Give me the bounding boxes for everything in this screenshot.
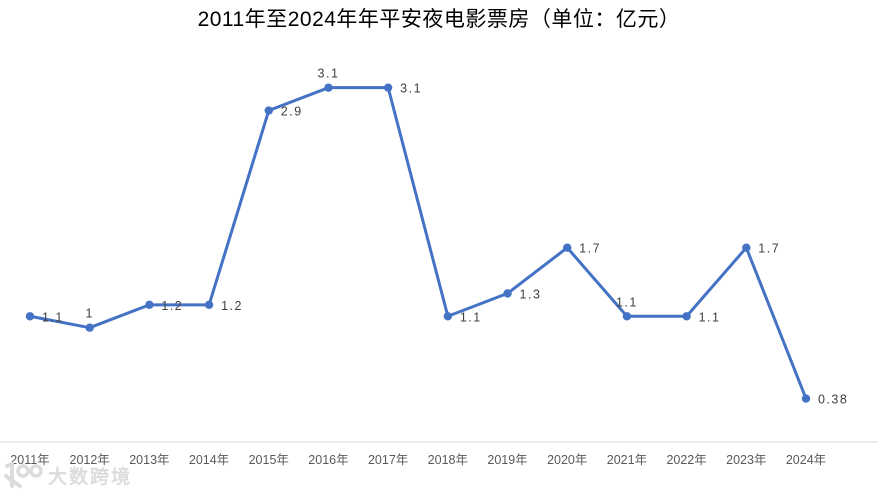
x-axis-label: 2019年 <box>487 453 527 467</box>
x-axis-label: 2023年 <box>726 453 766 467</box>
x-axis-label: 2020年 <box>547 453 587 467</box>
x-axis-label: 2017年 <box>368 453 408 467</box>
data-point <box>85 323 94 332</box>
line-series <box>28 86 808 401</box>
x-axis-label: 2021年 <box>607 453 647 467</box>
x-axis-label: 2012年 <box>70 453 110 467</box>
data-point <box>383 83 393 92</box>
data-point <box>503 289 512 298</box>
data-label: 1.1 <box>42 310 64 324</box>
data-point <box>622 312 632 321</box>
x-axis-label: 2015年 <box>249 453 289 467</box>
x-axis-label: 2018年 <box>428 453 468 467</box>
data-label: 0.38 <box>818 393 848 407</box>
data-label: 2.9 <box>281 105 303 119</box>
watermark-label: 大数跨境 <box>48 467 133 488</box>
data-label: 1.2 <box>221 299 243 313</box>
data-point <box>801 394 811 403</box>
x-axis-label: 2016年 <box>308 453 348 467</box>
data-label: 1.2 <box>161 299 183 313</box>
data-point <box>324 83 333 92</box>
data-label: 1.7 <box>579 242 601 256</box>
data-point <box>682 312 691 321</box>
data-label: 3.1 <box>318 67 340 81</box>
x-axis-label: 2022年 <box>666 453 706 467</box>
x-axis-label: 2011年 <box>10 453 49 467</box>
data-point <box>204 300 214 310</box>
chart-title: 2011年至2024年年平安夜电影票房（单位：亿元） <box>197 8 681 31</box>
x-axis-label: 2014年 <box>189 453 229 467</box>
x-axis-label: 2013年 <box>129 453 169 467</box>
data-label: 1.3 <box>520 287 542 301</box>
watermark-logo-icon <box>4 462 43 488</box>
data-point <box>742 243 751 252</box>
data-point <box>145 300 154 310</box>
data-point <box>264 106 273 115</box>
data-label: 1.1 <box>699 310 721 324</box>
data-point <box>25 312 35 321</box>
data-label: 1.1 <box>616 295 638 309</box>
data-point <box>443 312 453 321</box>
data-label: 1.1 <box>460 310 482 324</box>
data-label: 3.1 <box>400 82 422 96</box>
data-point <box>563 243 572 252</box>
x-axis-label: 2024年 <box>786 453 826 467</box>
data-label: 1 <box>85 307 93 321</box>
watermark: 大数跨境 <box>3 462 132 489</box>
data-label: 1.7 <box>758 242 780 256</box>
